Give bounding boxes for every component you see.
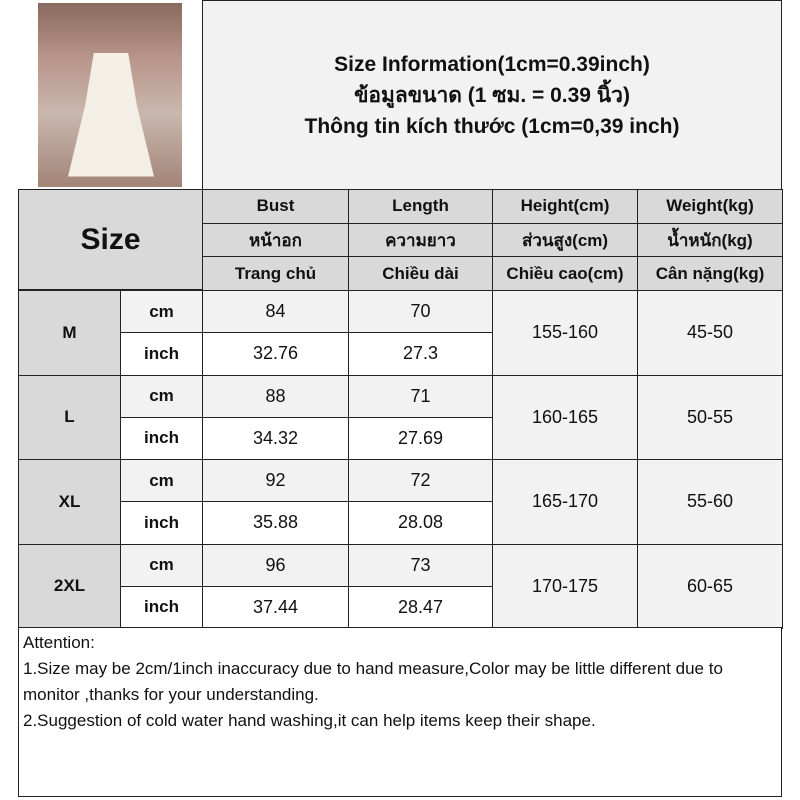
product-photo [38,3,182,187]
column-header: หน้าอก [202,222,349,258]
attention-note-1: 1.Size may be 2cm/1inch inaccuracy due t… [23,659,723,704]
column-header: Bust [202,189,349,224]
column-header: Weight(kg) [637,189,783,224]
attention-note-2: 2.Suggestion of cold water hand washing,… [23,711,596,730]
weight-range: 60-65 [637,543,783,629]
unit-label: inch [120,501,203,545]
size-header: Size [18,189,203,290]
unit-label: inch [120,416,203,460]
bust-cm: 88 [202,374,349,418]
length-cm: 71 [348,374,493,418]
dress-image [68,53,154,177]
column-header: Chiều cao(cm) [492,256,638,292]
size-label: XL [18,459,121,545]
height-range: 170-175 [492,543,638,629]
title-th: ข้อมูลขนาด (1 ซม. = 0.39 นิ้ว) [354,83,630,107]
bust-cm: 96 [202,543,349,587]
title-vi: Thông tin kích thước (1cm=0,39 inch) [304,114,680,138]
size-label: M [18,290,121,376]
column-header: Length [348,189,493,224]
unit-label: inch [120,332,203,376]
height-range: 155-160 [492,290,638,376]
weight-range: 50-55 [637,374,783,460]
bust-inch: 35.88 [202,501,349,545]
bust-cm: 84 [202,290,349,334]
length-inch: 28.08 [348,501,493,545]
length-inch: 27.69 [348,416,493,460]
weight-range: 55-60 [637,459,783,545]
size-info-title: Size Information(1cm=0.39inch) ข้อมูลขนา… [202,0,782,190]
bust-inch: 37.44 [202,585,349,629]
attention-heading: Attention: [23,633,95,652]
unit-label: cm [120,290,203,334]
bust-inch: 34.32 [202,416,349,460]
column-header: Chiều dài [348,256,493,292]
bust-inch: 32.76 [202,332,349,376]
column-header: Trang chủ [202,256,349,292]
unit-label: cm [120,374,203,418]
length-cm: 70 [348,290,493,334]
column-header: ส่วนสูง(cm) [492,222,638,258]
length-cm: 72 [348,459,493,503]
length-cm: 73 [348,543,493,587]
bust-cm: 92 [202,459,349,503]
height-range: 160-165 [492,374,638,460]
unit-label: cm [120,459,203,503]
weight-range: 45-50 [637,290,783,376]
length-inch: 28.47 [348,585,493,629]
unit-label: cm [120,543,203,587]
title-en: Size Information(1cm=0.39inch) [334,52,650,76]
height-range: 165-170 [492,459,638,545]
attention-notes: Attention: 1.Size may be 2cm/1inch inacc… [18,627,782,797]
size-label: 2XL [18,543,121,629]
length-inch: 27.3 [348,332,493,376]
column-header: Height(cm) [492,189,638,224]
unit-label: inch [120,585,203,629]
size-label: L [18,374,121,460]
column-header: ความยาว [348,222,493,258]
column-header: Cân nặng(kg) [637,256,783,292]
column-header: น้ำหนัก(kg) [637,222,783,258]
